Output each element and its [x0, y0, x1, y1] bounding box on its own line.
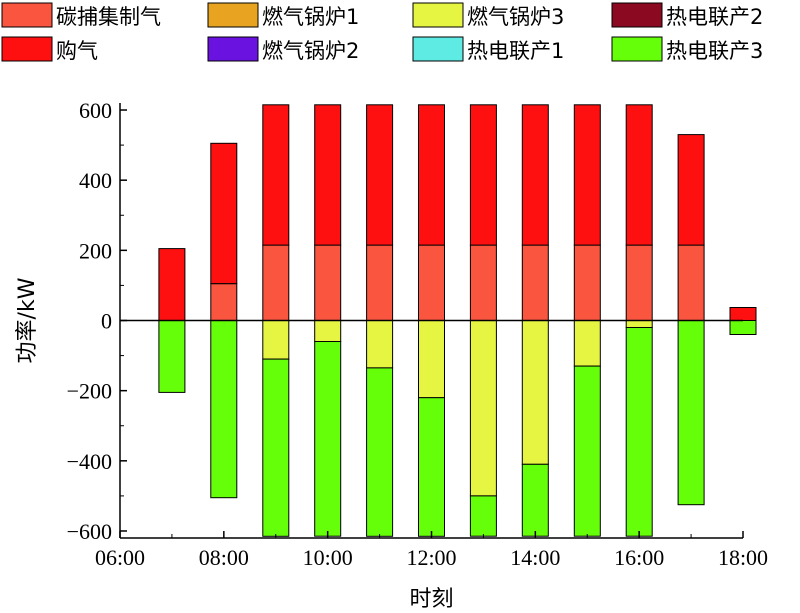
- axes-group: −600 −400 −200 0 200 400 600 06:00 08:00 10:00 12:…: [67, 98, 768, 570]
- legend-swatch: [611, 36, 663, 62]
- y-tick-label: 200: [79, 238, 112, 263]
- bar-segment-s4-h13: [469, 320, 497, 497]
- bar-segment-s1-h17: [677, 134, 705, 246]
- bar-segment-s1-h13: [469, 104, 497, 246]
- x-axis-title: 时刻: [409, 587, 453, 612]
- bar-segment-s1-h15: [573, 104, 601, 246]
- legend-label: 燃气锅炉1: [262, 5, 359, 29]
- bar-segment-s0-h11: [366, 244, 394, 322]
- legend-swatch: [1, 36, 53, 62]
- bar-segment-s7-h12: [418, 397, 445, 537]
- bar-segment-s0-h9: [262, 244, 290, 322]
- bar-segment-s4-h15: [573, 320, 601, 367]
- bar-segment-s7-h13: [469, 495, 497, 537]
- bar-segment-s4-h9: [262, 320, 290, 360]
- x-tick-label: 06:00: [95, 545, 145, 570]
- legend-swatch: [1, 2, 53, 28]
- x-tick-label: 16:00: [614, 545, 664, 570]
- bar-segment-s1-h9: [262, 104, 290, 246]
- bar-segment-s7-h18: [729, 320, 757, 335]
- legend-label: 热电联产2: [666, 5, 763, 29]
- bar-segment-s4-h12: [418, 320, 445, 399]
- legend-label: 购气: [56, 39, 98, 63]
- bar-segment-s4-h14: [521, 320, 549, 465]
- legend: 碳捕集制气 燃气锅炉1 燃气锅炉3 热电联产2 购气 燃气锅炉2 热电联产1 热电联产3: [1, 2, 763, 63]
- legend-label: 燃气锅炉2: [262, 39, 359, 63]
- bar-segment-s1-h16: [625, 104, 653, 246]
- bar-segment-s0-h12: [418, 244, 445, 322]
- bar-segment-s7-h15: [573, 365, 601, 537]
- bar-segment-s0-h8: [210, 283, 238, 322]
- legend-label: 热电联产1: [467, 39, 564, 63]
- bar-segment-s1-h11: [366, 104, 394, 246]
- bar-segment-s1-h12: [418, 104, 445, 246]
- x-tick-label: 12:00: [406, 545, 456, 570]
- bar-segment-s0-h14: [521, 244, 549, 322]
- legend-label: 燃气锅炉3: [467, 5, 564, 29]
- x-tick-label: 18:00: [718, 545, 768, 570]
- legend-label: 热电联产3: [666, 39, 763, 63]
- y-tick-label: 600: [79, 98, 112, 123]
- y-tick-label: −200: [67, 379, 112, 404]
- bar-segment-s0-h16: [625, 244, 653, 322]
- bar-segment-s1-h14: [521, 104, 549, 246]
- bar-segment-s7-h14: [521, 463, 549, 537]
- bar-segment-s1-h18: [729, 307, 757, 321]
- bar-segment-s7-h17: [677, 320, 705, 506]
- bar-segment-s0-h13: [469, 244, 497, 322]
- bar-segment-s4-h10: [314, 320, 342, 342]
- legend-label: 碳捕集制气: [56, 5, 161, 29]
- bar-segment-s4-h16: [625, 320, 653, 328]
- bar-segment-s7-h11: [366, 367, 394, 537]
- bar-segment-s1-h10: [314, 104, 342, 246]
- bar-segment-s7-h10: [314, 341, 342, 537]
- y-tick-label: 400: [79, 168, 112, 193]
- bar-segment-s0-h17: [677, 244, 705, 322]
- bar-segment-s1-h7: [158, 248, 186, 322]
- legend-swatch: [412, 2, 464, 28]
- legend-swatch: [207, 36, 259, 62]
- bars-group: [158, 104, 757, 537]
- legend-swatch: [207, 2, 259, 28]
- legend-swatch: [412, 36, 464, 62]
- bar-segment-s0-h10: [314, 244, 342, 322]
- x-tick-label: 08:00: [199, 545, 249, 570]
- bar-segment-s7-h16: [625, 327, 653, 537]
- x-tick-label: 14:00: [510, 545, 560, 570]
- bar-segment-s1-h8: [210, 142, 238, 285]
- bar-segment-s7-h9: [262, 358, 290, 537]
- bar-segment-s0-h15: [573, 244, 601, 322]
- bar-segment-s4-h11: [366, 320, 394, 369]
- legend-swatch: [611, 2, 663, 28]
- y-tick-label: −400: [67, 449, 112, 474]
- y-tick-label: 0: [101, 309, 112, 334]
- x-tick-label: 10:00: [303, 545, 353, 570]
- y-axis-title: 功率/kW: [15, 277, 40, 363]
- bar-segment-s7-h8: [210, 320, 238, 499]
- bar-segment-s7-h7: [158, 320, 186, 393]
- y-tick-label: −600: [67, 519, 112, 544]
